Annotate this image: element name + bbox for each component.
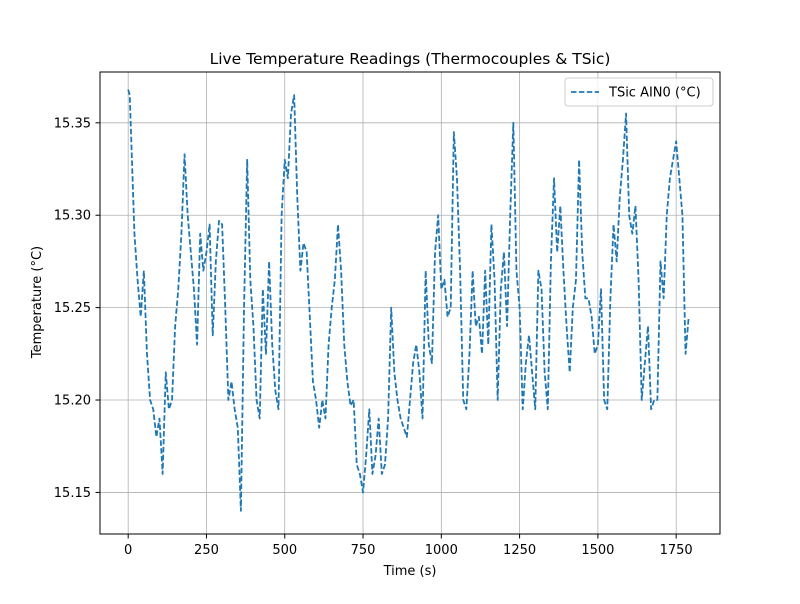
x-tick-label: 1000 [425,543,458,558]
x-tick-label: 0 [124,543,132,558]
series-line [127,89,690,512]
x-axis-label: Time (s) [383,564,437,579]
x-tick-label: 1750 [660,543,693,558]
x-tick-label: 500 [272,543,297,558]
y-tick-label: 15.35 [54,116,91,131]
x-tick-label: 250 [194,543,219,558]
axes-layer: 0 250 500 750 1000 1250 1500 1750 15.15 15.20 15.2… [54,71,721,558]
y-axis-label: Temperature (°C) [30,246,45,359]
chart-title: Live Temperature Readings (Thermocouples… [210,50,611,68]
legend-entry-label: TSic AIN0 (°C) [608,86,701,101]
x-tick-label: 1250 [503,543,536,558]
y-tick-label: 15.25 [54,301,91,316]
x-tick-label: 750 [351,543,376,558]
legend: TSic AIN0 (°C) [564,77,714,107]
plot-frame [99,71,721,535]
series-layer [127,89,690,512]
y-tick-label: 15.15 [54,486,91,501]
y-tick-label: 15.30 [54,209,91,224]
x-tick-label: 1500 [581,543,614,558]
y-tick-label: 15.20 [54,394,91,409]
legend-box [564,77,714,107]
